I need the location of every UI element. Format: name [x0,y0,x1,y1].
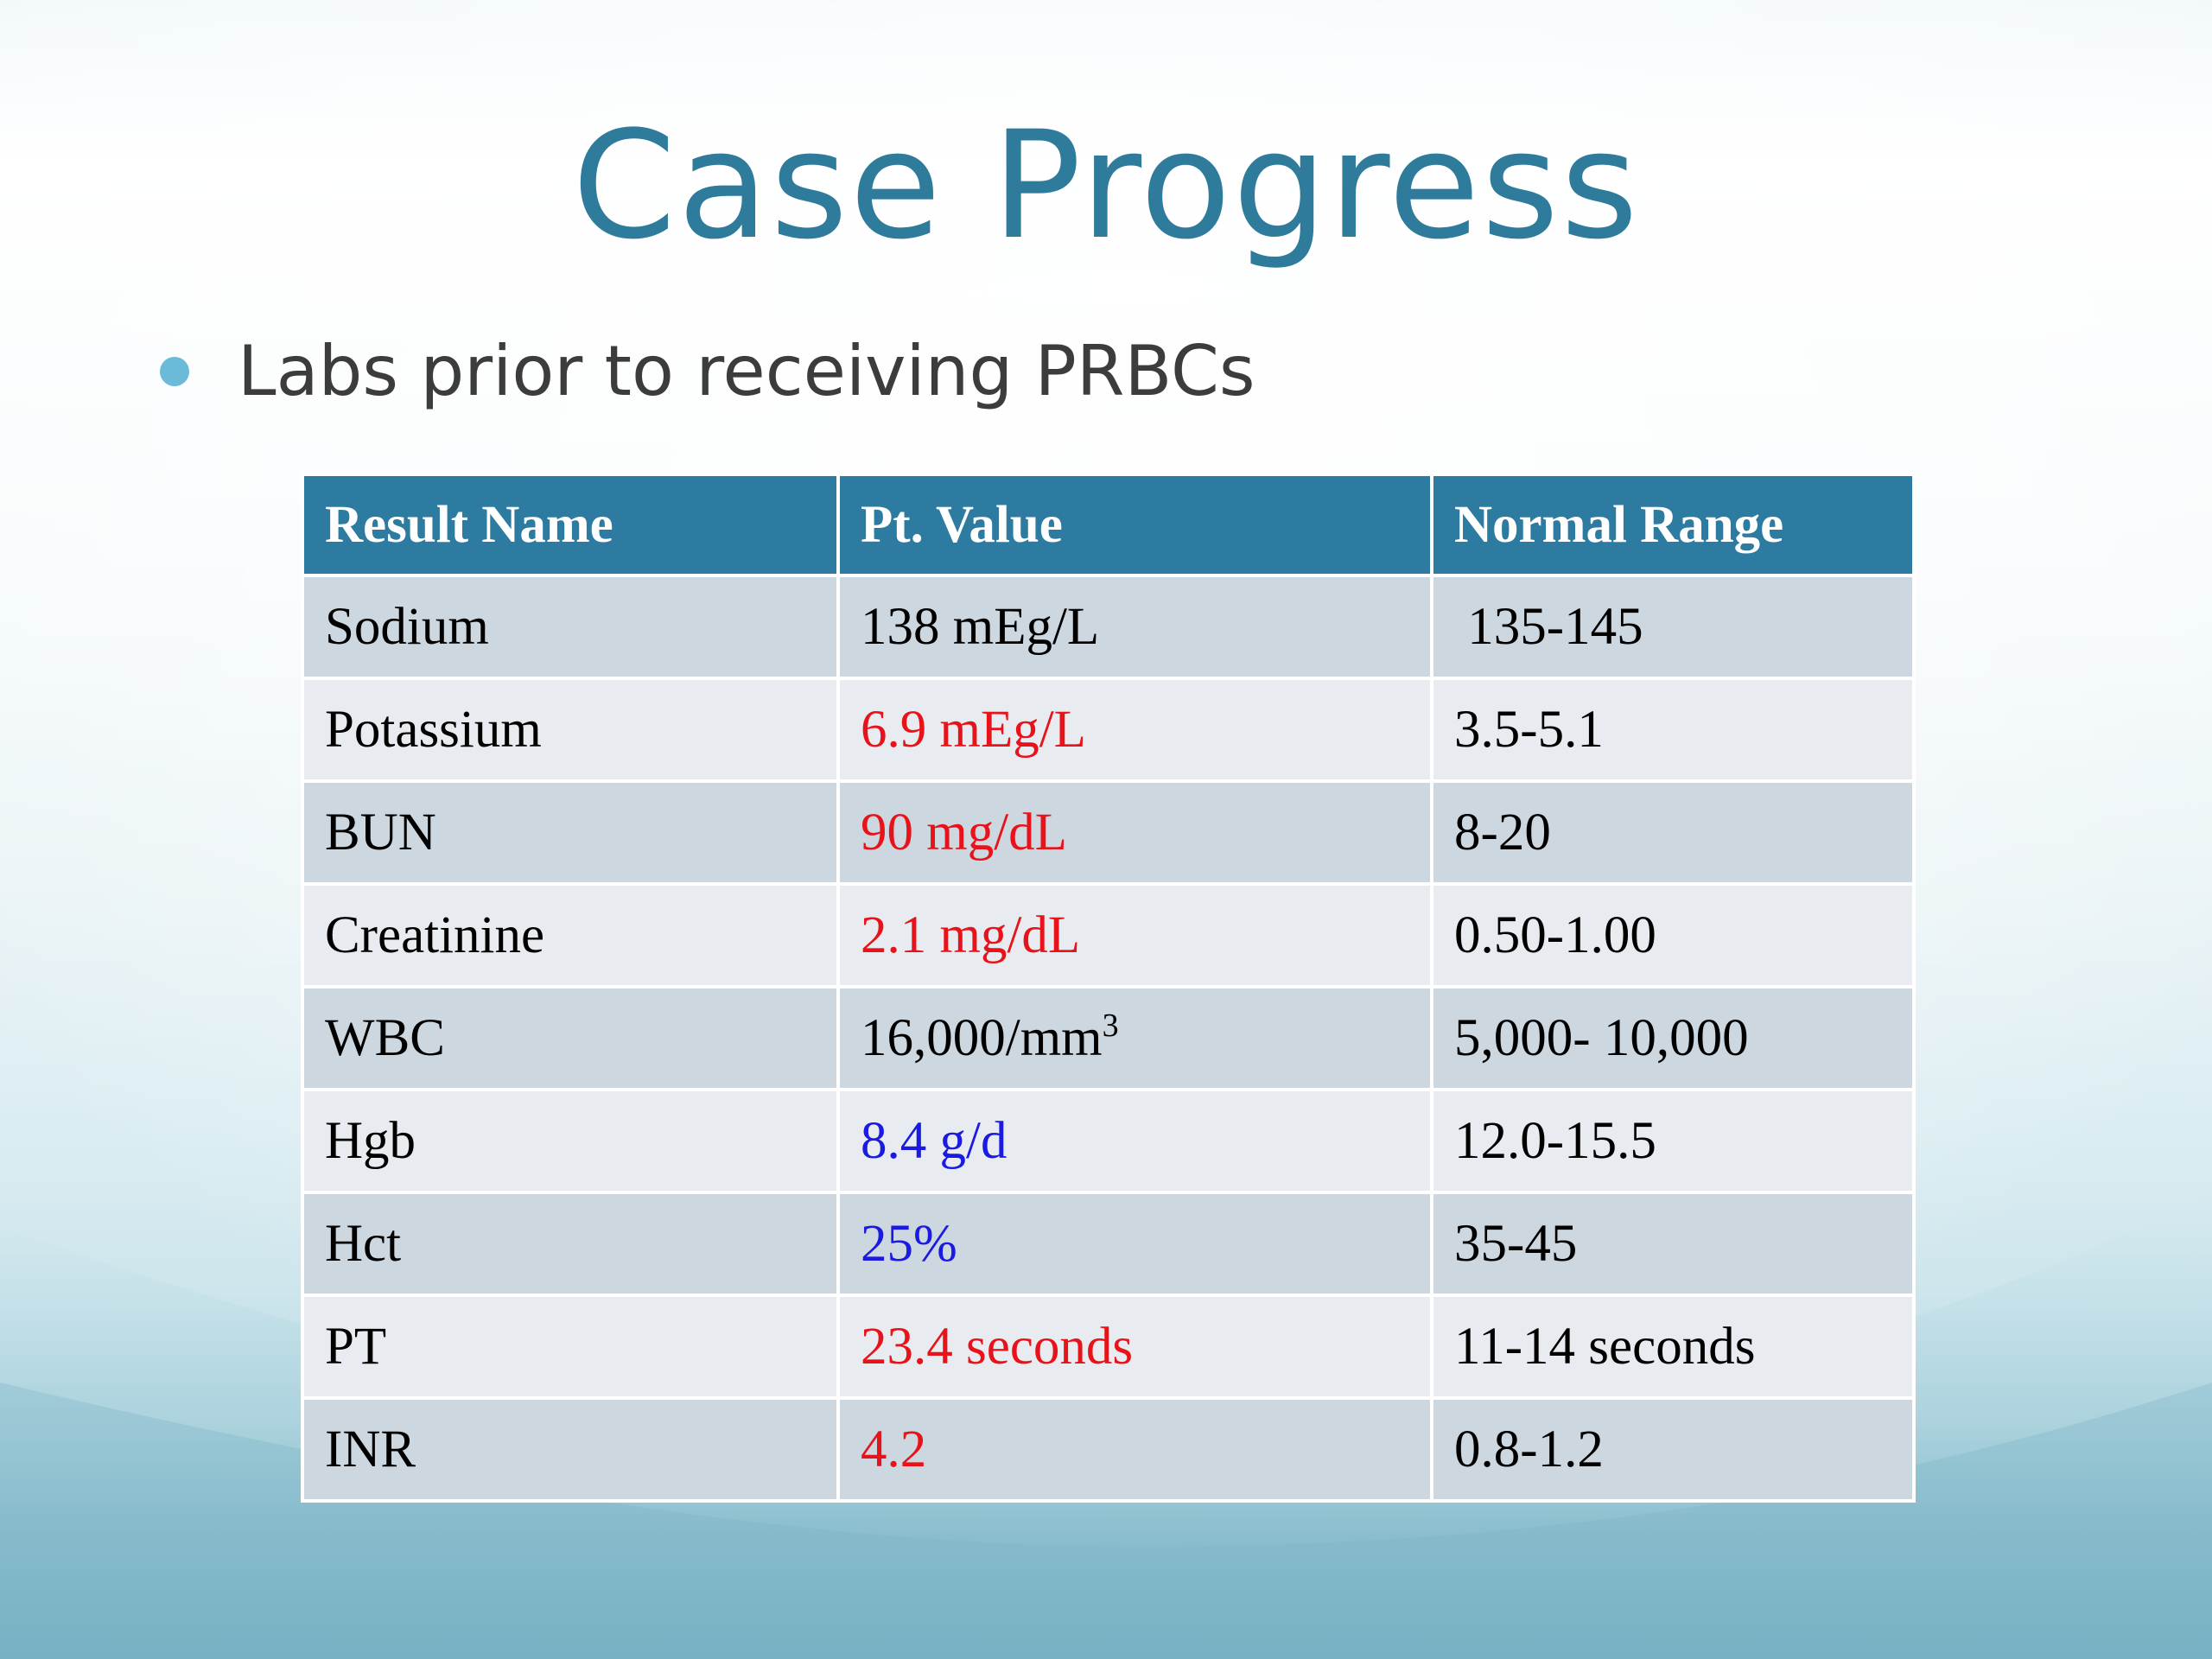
pt-value-cell: 8.4 g/d [836,1088,1433,1194]
result-name-cell: WBC [301,985,840,1091]
normal-range-cell: 135-145 [1430,574,1916,680]
pt-value-cell: 90 mg/dL [836,779,1433,886]
table-row: WBC 16,000/mm3 5,000- 10,000 [301,985,1916,1091]
normal-range-cell: 3.5-5.1 [1430,677,1916,783]
table-row: Hct 25% 35-45 [301,1191,1916,1297]
result-name-cell: BUN [301,779,840,886]
normal-range-cell: 35-45 [1430,1191,1916,1297]
pt-value-superscript: 3 [1102,1007,1119,1044]
result-name-cell: Hgb [301,1088,840,1194]
result-name-cell: Sodium [301,574,840,680]
pt-value-cell: 25% [836,1191,1433,1297]
pt-value-cell: 6.9 mEg/L [836,677,1433,783]
bullet-dot-icon [160,357,189,386]
pt-value-cell: 23.4 seconds [836,1294,1433,1400]
header-normal-range: Normal Range [1430,473,1916,577]
table-row: PT 23.4 seconds 11-14 seconds [301,1294,1916,1400]
lab-results-table: Result Name Pt. Value Normal Range Sodiu… [301,473,1916,1503]
normal-range-cell: 5,000- 10,000 [1430,985,1916,1091]
header-result-name: Result Name [301,473,840,577]
pt-value-cell: 16,000/mm3 [836,985,1433,1091]
result-name-cell: Hct [301,1191,840,1297]
normal-range-cell: 0.50-1.00 [1430,882,1916,988]
table-row: Hgb 8.4 g/d 12.0-15.5 [301,1088,1916,1194]
normal-range-cell: 8-20 [1430,779,1916,886]
table-row: INR 4.2 0.8-1.2 [301,1396,1916,1503]
pt-value-cell: 2.1 mg/dL [836,882,1433,988]
pt-value-cell: 4.2 [836,1396,1433,1503]
table-row: Sodium 138 mEg/L 135-145 [301,574,1916,680]
table-row: BUN 90 mg/dL 8-20 [301,779,1916,886]
bullet-text: Labs prior to receiving PRBCs [238,331,1255,411]
result-name-cell: INR [301,1396,840,1503]
result-name-cell: Creatinine [301,882,840,988]
table-header-row: Result Name Pt. Value Normal Range [301,473,1916,577]
result-name-cell: PT [301,1294,840,1400]
normal-range-cell: 0.8-1.2 [1430,1396,1916,1503]
result-name-cell: Potassium [301,677,840,783]
bullet-point: Labs prior to receiving PRBCs [160,328,1255,415]
pt-value-text: 16,000/mm [861,1008,1103,1067]
table-row: Creatinine 2.1 mg/dL 0.50-1.00 [301,882,1916,988]
table-row: Potassium 6.9 mEg/L 3.5-5.1 [301,677,1916,783]
header-pt-value: Pt. Value [836,473,1433,577]
slide-title: Case Progress [572,99,1640,272]
normal-range-cell: 11-14 seconds [1430,1294,1916,1400]
pt-value-cell: 138 mEg/L [836,574,1433,680]
normal-range-cell: 12.0-15.5 [1430,1088,1916,1194]
